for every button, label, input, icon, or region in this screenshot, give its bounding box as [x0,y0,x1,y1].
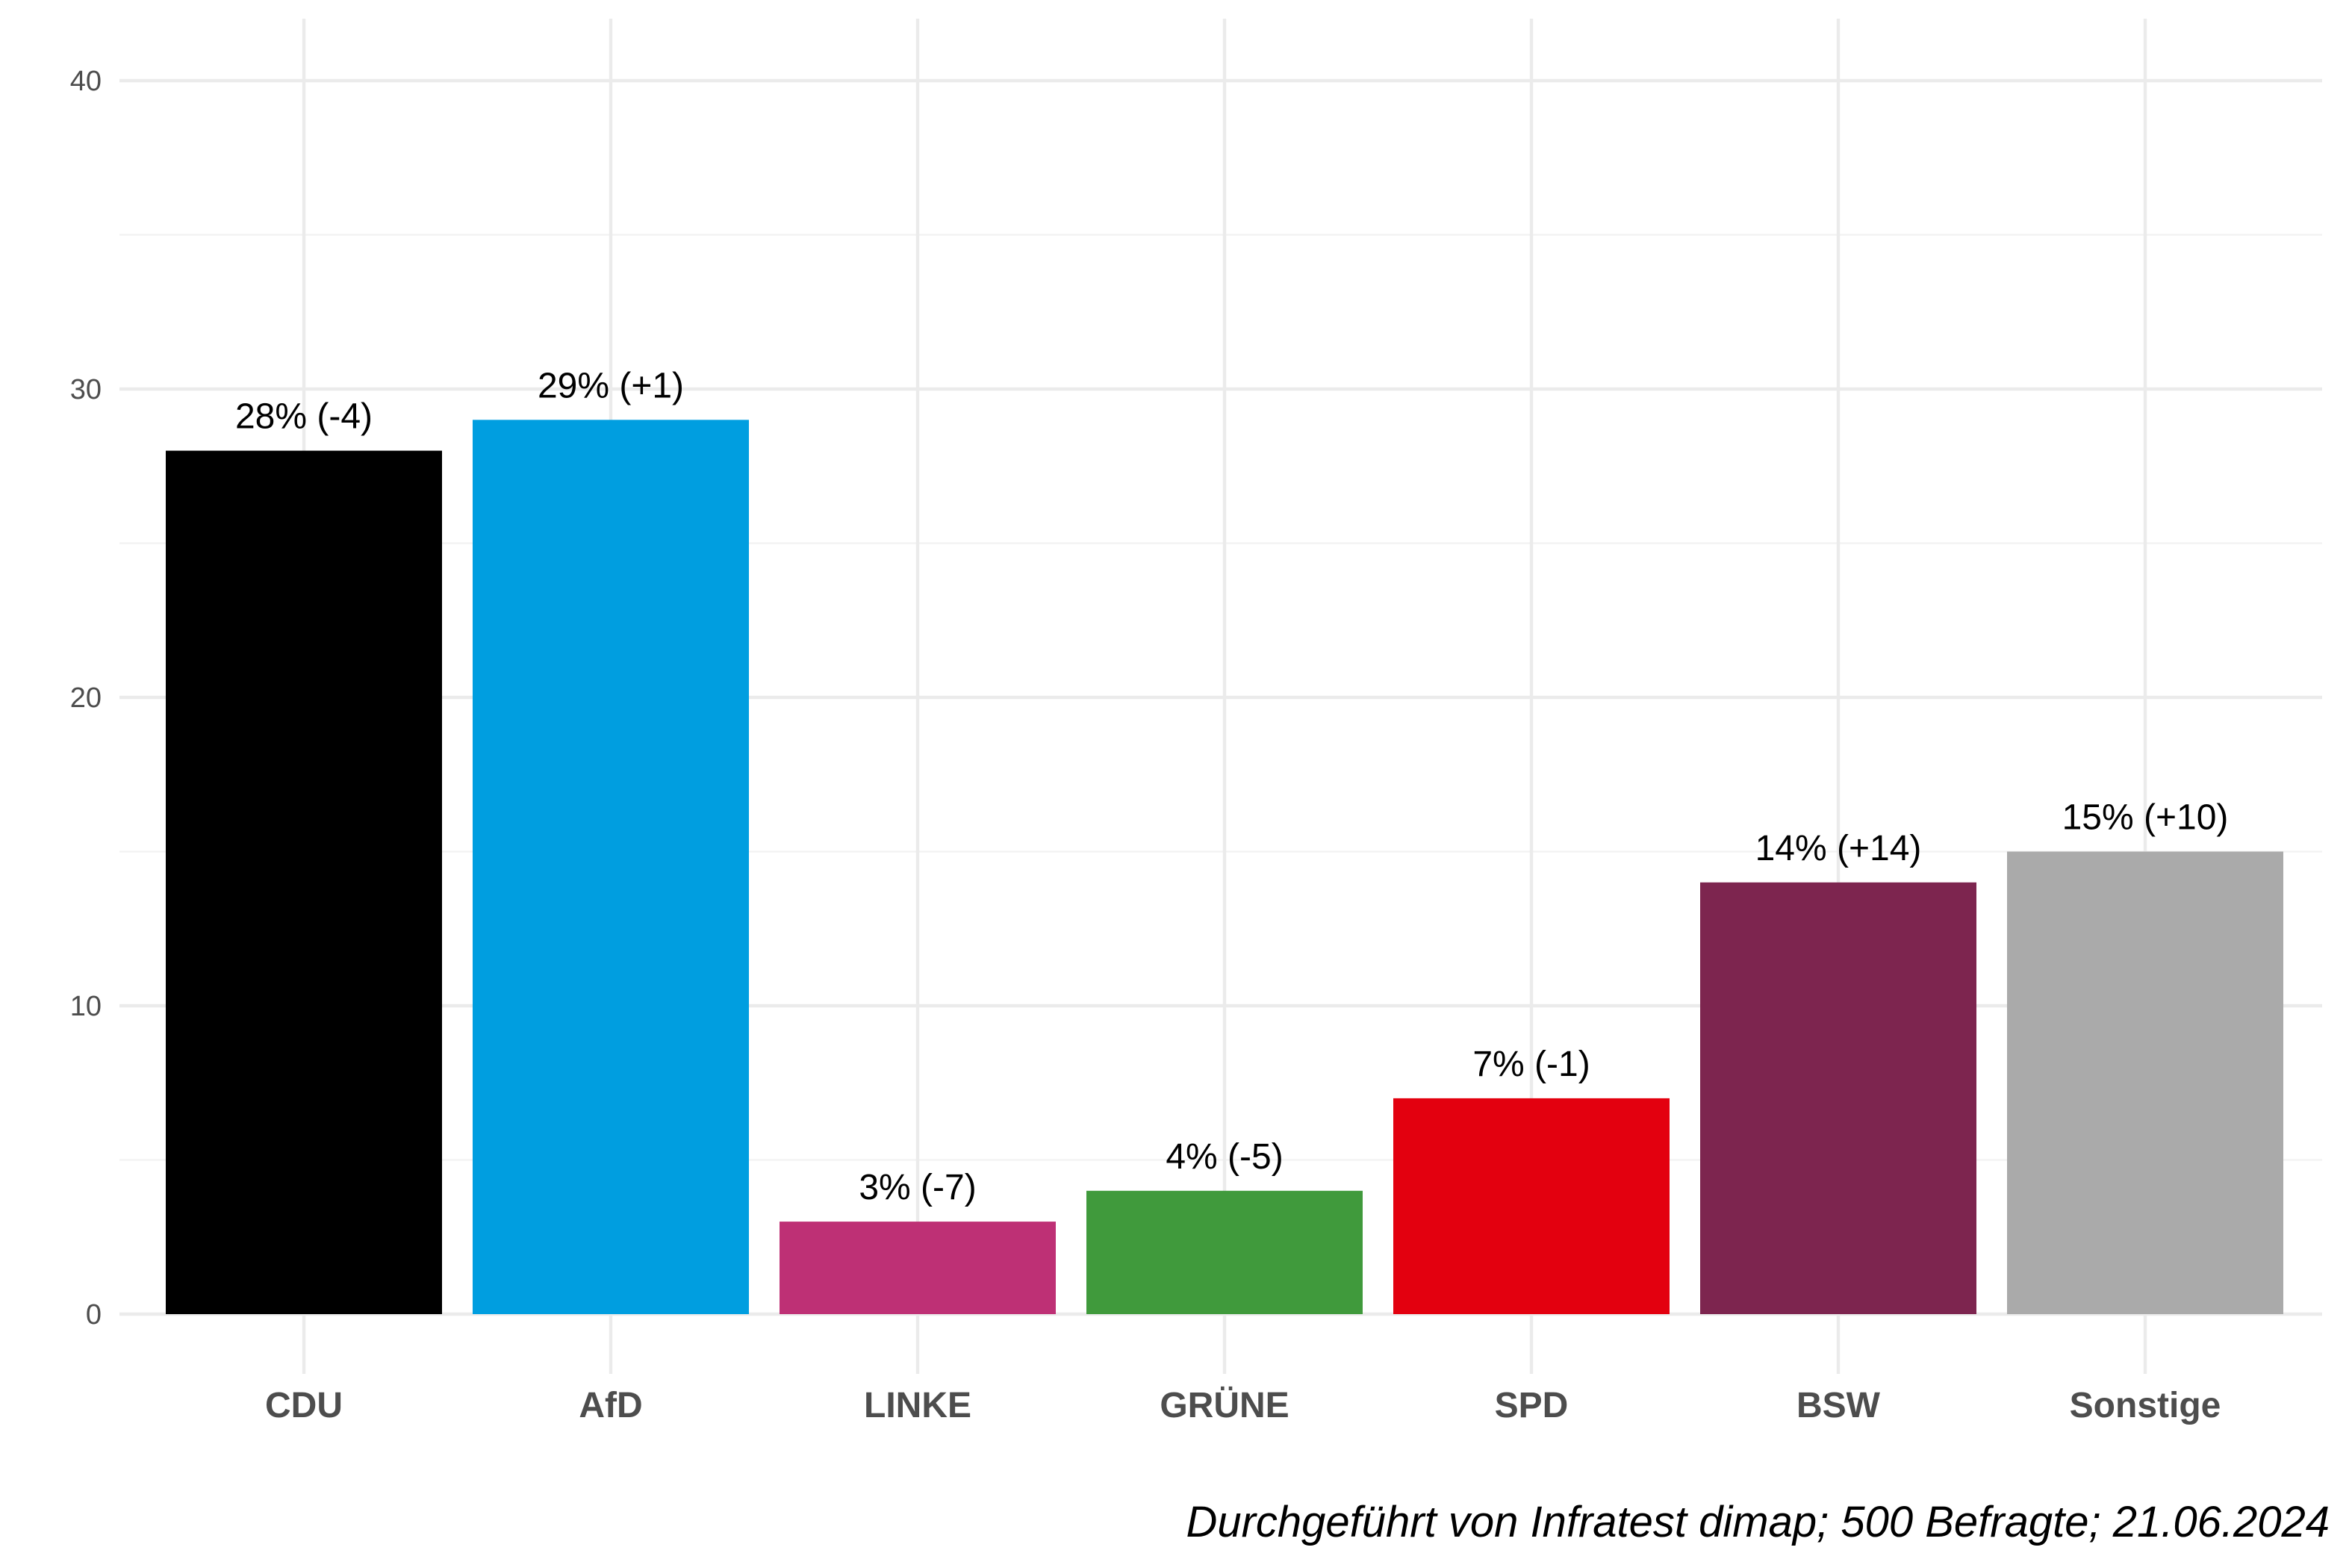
y-tick-label: 10 [70,991,102,1022]
bar-bsw [1700,882,1976,1314]
x-tick-label: SPD [1495,1386,1569,1425]
bar-afd [473,420,749,1314]
bar-cdu [166,450,442,1314]
data-label: 15% (+10) [2062,798,2229,838]
bar-value-labels: 28% (-4) 29% (+1) 3% (-7) 4% (-5) 7% (-1) 14%… [235,366,2228,1207]
y-tick-label: 0 [86,1299,102,1331]
y-tick-label: 40 [70,66,102,97]
data-label: 28% (-4) [235,397,373,437]
data-label: 3% (-7) [859,1168,976,1207]
y-tick-label: 30 [70,374,102,405]
x-tick-label: BSW [1796,1386,1881,1425]
chart-caption: Durchgeführt von Infratest dimap; 500 Be… [1186,1498,2330,1546]
x-tick-label: GRÜNE [1160,1386,1289,1425]
x-tick-label: Sonstige [2070,1386,2221,1425]
data-label: 4% (-5) [1166,1137,1283,1177]
data-label: 7% (-1) [1472,1045,1590,1084]
y-tick-label: 20 [70,682,102,714]
bar-spd [1393,1098,1670,1314]
x-tick-label: CDU [265,1386,343,1425]
bar-linke [780,1222,1056,1314]
x-tick-label: AfD [579,1386,642,1425]
data-label: 14% (+14) [1755,829,1922,868]
bar-sonstige [2007,851,2283,1314]
data-label: 29% (+1) [538,366,684,405]
x-axis-tick-labels: CDU AfD LINKE GRÜNE SPD BSW Sonstige [265,1386,2221,1425]
bar-grüne [1086,1190,1363,1314]
bars [166,420,2283,1314]
y-axis-tick-labels: 0 10 20 30 40 [70,66,102,1331]
x-tick-label: LINKE [864,1386,971,1425]
